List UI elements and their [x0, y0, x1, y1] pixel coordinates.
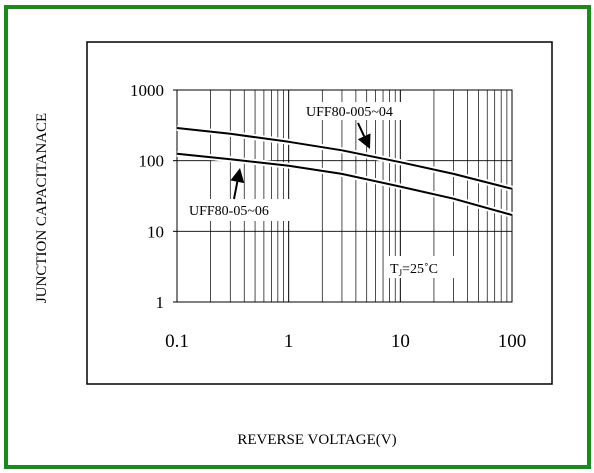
grid	[173, 89, 512, 303]
x-tick-label: 100	[498, 331, 527, 352]
y-tick-label: 100	[139, 152, 165, 171]
series-line-2	[176, 152, 513, 216]
y-axis-label: JUNCTION CAPACITANACE	[34, 113, 50, 303]
annotations: UFF80-005~04 UFF80-05~06 TJ=25˚C	[185, 102, 458, 278]
annotation-box-upper	[303, 102, 409, 120]
figure-frame	[4, 5, 591, 469]
annotation-label-upper: UFF80-005~04	[306, 105, 393, 120]
chart-outer-box	[86, 41, 553, 385]
x-tick-label: 0.1	[165, 331, 189, 352]
condition-box	[386, 256, 458, 278]
series-line-1	[176, 127, 513, 190]
x-tick-label: 1	[284, 331, 294, 352]
annotation-label-lower: UFF80-05~06	[189, 204, 269, 219]
annotation-arrow-upper	[357, 122, 371, 149]
annotation-arrow-lower	[230, 168, 245, 200]
plot-area	[176, 89, 513, 303]
x-axis-label: REVERSE VOLTAGE(V)	[237, 432, 396, 448]
condition-label: TJ=25˚C	[390, 262, 438, 278]
y-tick-label: 1000	[130, 81, 164, 100]
series-lines	[176, 125, 513, 218]
x-tick-label: 10	[391, 331, 410, 352]
y-tick-label: 1	[156, 293, 165, 312]
annotation-box-lower	[185, 199, 290, 221]
y-tick-label: 10	[147, 222, 164, 241]
